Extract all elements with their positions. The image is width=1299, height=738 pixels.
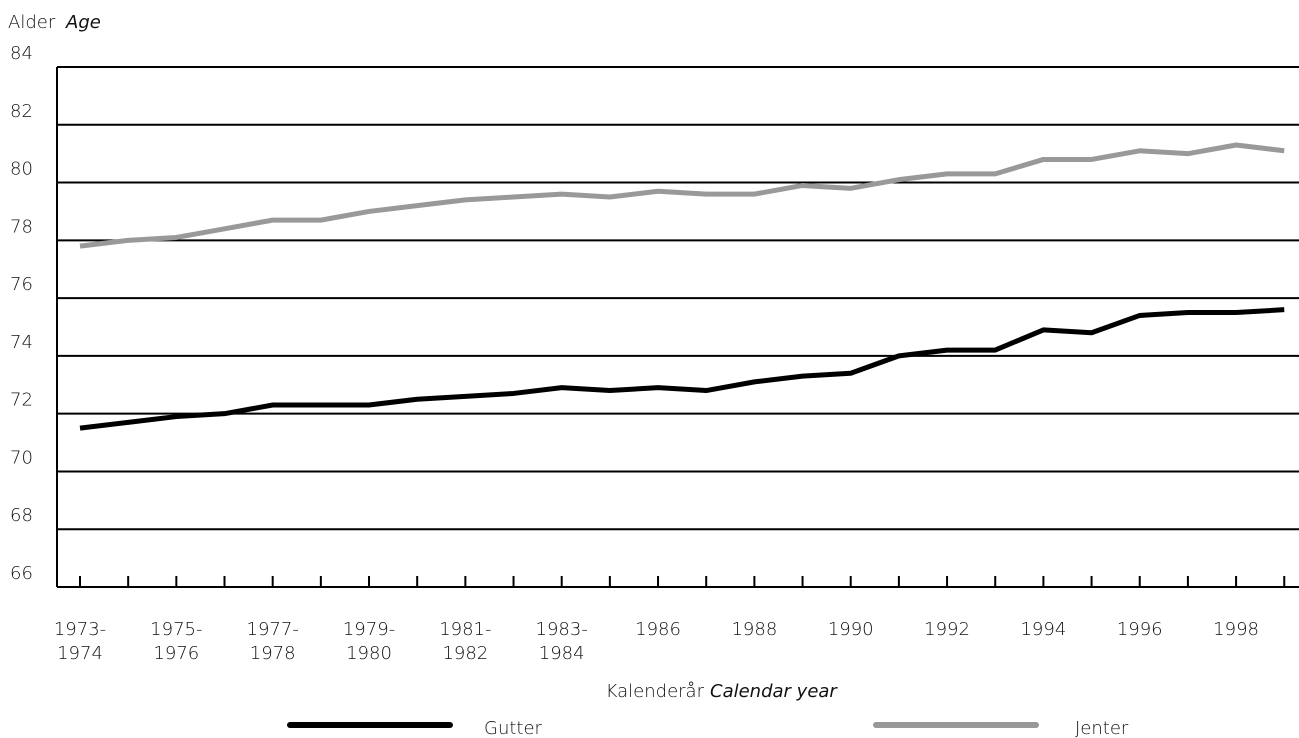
x-tick-label: 1986 [635, 619, 681, 640]
x-tick-label: 1994 [1020, 619, 1066, 640]
y-tick-label: 70 [10, 447, 33, 468]
legend-label: Jenter [1075, 718, 1129, 738]
x-tick-label: 1973-1974 [54, 619, 106, 664]
y-tick-label: 74 [10, 332, 33, 353]
y-tick-label: 68 [10, 505, 33, 526]
y-tick-label: 76 [10, 274, 33, 295]
y-tick-label: 82 [10, 101, 33, 122]
y-tick-label: 80 [10, 159, 33, 180]
y-tick-label: 78 [10, 216, 33, 237]
x-tick-label: 1996 [1117, 619, 1163, 640]
y-tick-label: 72 [10, 390, 33, 411]
x-tick-label: 1975-1976 [150, 619, 202, 664]
series-line [79, 307, 1285, 431]
x-tick-label: 1981-1982 [439, 619, 491, 664]
x-tick-label: 1977-1978 [247, 619, 299, 664]
y-axis-title: Alder [8, 12, 56, 33]
y-tick-label: 66 [10, 563, 33, 584]
series-line [79, 142, 1285, 249]
x-axis-title-en: Calendar year [710, 681, 838, 702]
x-tick-label: 1990 [828, 619, 874, 640]
x-tick-label: 1992 [924, 619, 970, 640]
y-tick-label: 84 [10, 43, 33, 64]
y-axis-title-en: Age [65, 12, 101, 33]
legend-label: Gutter [484, 718, 543, 738]
x-tick-label: 1983-1984 [536, 619, 588, 664]
x-tick-label: 1998 [1213, 619, 1259, 640]
x-tick-label: 1979-1980 [343, 619, 395, 664]
x-tick-label: 1988 [731, 619, 777, 640]
x-axis-title: Kalenderår [606, 681, 705, 702]
